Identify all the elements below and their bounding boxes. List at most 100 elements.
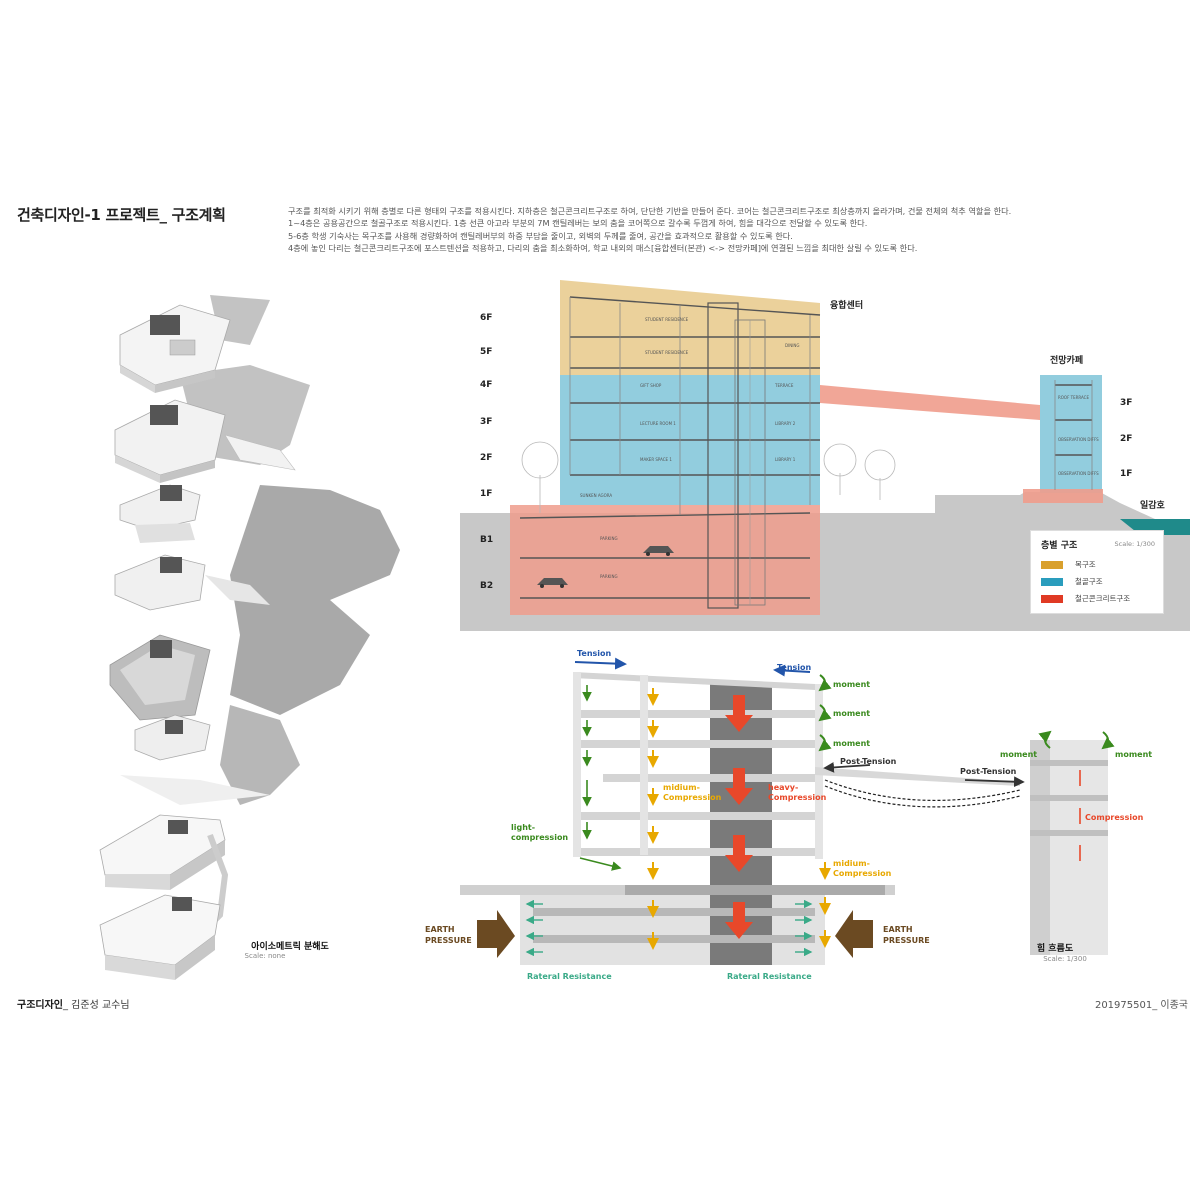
floor-b1 (99, 814, 229, 928)
isometric-scale: Scale: none (244, 952, 286, 960)
room-label: LECTURE ROOM 1 (640, 421, 676, 426)
lateral-resistance-arrow (525, 899, 813, 957)
moment-icon (818, 674, 832, 752)
legend-label: 목구조 (1075, 560, 1096, 569)
post-tension-label: Post-Tension (960, 767, 1017, 776)
heavy-compression-label: heavy-Compression (768, 783, 827, 802)
earth-pressure-label: EARTH PRESSURE (425, 925, 472, 945)
midium-compression-label: midium-Compression (663, 783, 722, 802)
light-compression-arrow (579, 685, 622, 871)
columns (569, 297, 1093, 515)
force-flow-scale: Scale: 1/300 (1043, 955, 1087, 963)
timber-zone (560, 280, 820, 375)
earth-pressure-arrow (477, 910, 515, 958)
floor-1f (120, 714, 270, 805)
room-label: STUDENT RESIDENCE (645, 317, 689, 322)
footer-course-name: 구조디자인 (17, 1000, 63, 1011)
room-label: TERRACE (774, 383, 794, 388)
floor-label: B2 (480, 581, 493, 591)
force-flow-diagram: Tension Tension moment moment moment Pos… (425, 649, 1152, 981)
legend-item: 목구조 (1041, 559, 1096, 570)
floor-5f (114, 399, 296, 483)
legend-swatch (1041, 577, 1063, 586)
floor-6f (119, 304, 231, 393)
bridge (815, 767, 1020, 786)
legend-title: 층별 구조 (1041, 541, 1078, 551)
isometric-exploded-diagram (99, 295, 400, 980)
lateral-resistance-label: Rateral Resistance (727, 972, 812, 981)
floor-2f (109, 634, 211, 721)
floor-label: 6F (480, 313, 492, 323)
bridge (820, 385, 1040, 420)
legend-label: 철골구조 (1075, 577, 1103, 586)
moment-icon (1101, 731, 1115, 750)
floor-4f (119, 484, 201, 543)
rc-basement-zone (510, 505, 820, 615)
earth-pressure-arrow (835, 910, 873, 958)
cafe-slabs (1030, 760, 1108, 836)
room-label: GIFT SHOP (640, 383, 662, 388)
floor-b2 (99, 894, 221, 980)
moment-icon (1038, 730, 1052, 749)
main-building-label: 융합센터 (830, 299, 863, 311)
description-line: 5-6층 학생 기숙사는 목구조를 사용해 경량화하여 캔틸레버부의 하중 부담… (288, 230, 793, 241)
tension-label: Tension (777, 663, 812, 672)
building-section-diagram: STUDENT RESIDENCE STUDENT RESIDENCE DINI… (460, 280, 1190, 631)
midium-compression-label: midium-Compression (833, 859, 892, 878)
floor-label: 5F (480, 347, 492, 357)
car-icon (643, 546, 674, 556)
floor-slabs (519, 296, 1092, 599)
room-label: SUNKEN AGORA (580, 493, 612, 498)
room-label: STUDENT RESIDENCE (645, 350, 689, 355)
shadow-shape (230, 485, 400, 715)
footer-student: 201975501_ 이종국 (1094, 1000, 1188, 1011)
floor-label: 1F (480, 489, 492, 499)
moment-label: moment (833, 680, 870, 689)
cafe-tower-side (1030, 740, 1050, 955)
room-label: DINING (785, 343, 800, 348)
legend-item: 철골구조 (1041, 576, 1103, 587)
core (707, 302, 766, 609)
post-tension-label: Post-Tension (840, 757, 897, 766)
lake-label: 일감호 (1140, 499, 1166, 511)
room-label: OBSERVATION DIFFS (1058, 437, 1099, 442)
footer-professor: _ 김준성 교수님 (63, 1000, 130, 1011)
post-tension-cable (824, 785, 1021, 808)
description-line: 구조를 최적화 시키기 위해 층별로 다른 형태의 구조를 적용시킨다. 지하층… (288, 206, 1012, 216)
force-flow-caption: 힘 흐름도 (1036, 944, 1074, 954)
description-line: 4층에 놓인 다리는 철근콘크리트구조에 포스트텐션을 적용하고, 다리의 춤을… (288, 242, 918, 253)
floor-label: 3F (480, 417, 492, 427)
force-columns (573, 672, 823, 859)
moment-label: moment (1000, 750, 1037, 759)
structure-legend: 층별 구조 Scale: 1/300 목구조 철골구조 철근콘크리트구조 (1030, 530, 1164, 614)
floor-labels: 6F 5F 4F 3F 2F 1F B1 B2 3F 2F 1F (480, 313, 1132, 591)
car-icon (537, 578, 568, 588)
moment-label: moment (1115, 750, 1152, 759)
footer-course: 구조디자인_ 김준성 교수님 (17, 996, 130, 1011)
floor-label: B1 (480, 535, 493, 545)
legend-swatch (1041, 594, 1063, 603)
legend-swatch (1041, 560, 1063, 569)
cafe-label: 전망카페 (1050, 354, 1083, 366)
isometric-caption: 아이소메트릭 분해도 (251, 942, 329, 952)
legend-scale: Scale: 1/300 (1114, 540, 1155, 548)
post-tension-arrow (964, 776, 1025, 788)
shadow-shape (220, 705, 300, 805)
floor-label: 2F (480, 453, 492, 463)
legend-label: 철근콘크리트구조 (1075, 594, 1131, 603)
tension-label: Tension (577, 649, 612, 658)
room-label: LIBRARY 1 (775, 457, 796, 462)
room-labels: STUDENT RESIDENCE STUDENT RESIDENCE DINI… (580, 317, 1099, 579)
tension-arrow (773, 664, 811, 677)
floor-label: 4F (480, 380, 492, 390)
compression-arrow (647, 688, 831, 950)
room-label: LIBRARY 2 (775, 421, 796, 426)
floor-label: 2F (1120, 434, 1132, 444)
room-label: MAKER SPACE 1 (640, 457, 672, 462)
trees (521, 441, 896, 513)
lateral-resistance-label: Rateral Resistance (527, 972, 612, 981)
room-label: OBSERVATION DIFFS (1058, 471, 1099, 476)
moment-label: moment (833, 739, 870, 748)
room-label: PARKING (600, 574, 618, 579)
page-title: 건축디자인-1 프로젝트_ 구조계획 (17, 206, 226, 224)
